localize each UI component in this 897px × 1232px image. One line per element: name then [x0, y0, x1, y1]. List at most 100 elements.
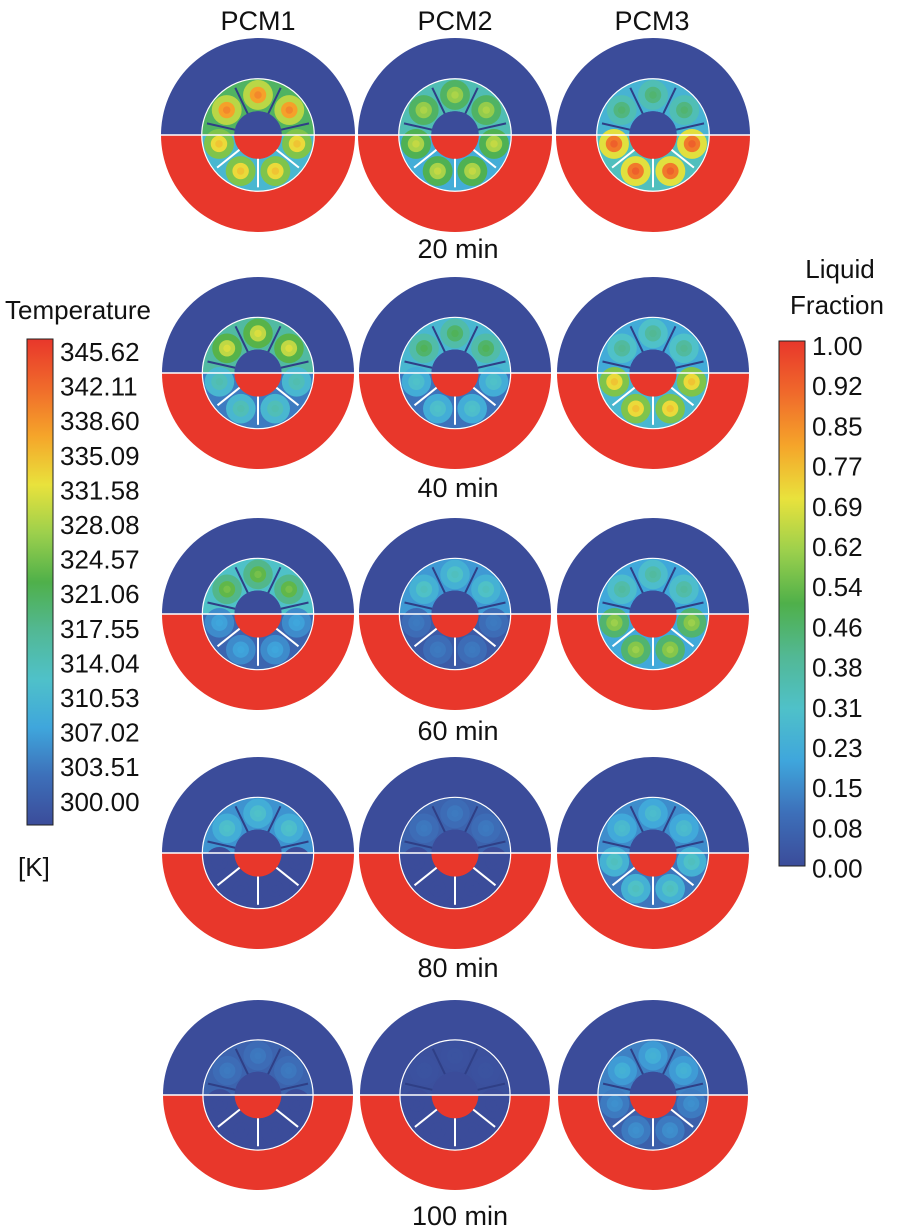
inner-tube-bottom [431, 614, 479, 638]
fin [602, 360, 631, 369]
contour-pcm1-row-4 [162, 757, 354, 949]
fin [217, 1108, 241, 1128]
contour-pcm2-row-5 [360, 1000, 550, 1190]
fin [662, 325, 677, 353]
temperature-tick: 314.04 [60, 648, 140, 678]
inner-tube-top [234, 829, 282, 853]
liquid-fraction-tick: 0.08 [812, 813, 863, 843]
liquid-fraction-title-line2: Fraction [790, 290, 884, 320]
fin [477, 122, 507, 131]
fin [431, 805, 446, 833]
fin [207, 601, 236, 610]
fin [477, 840, 506, 849]
fin [662, 1048, 677, 1075]
fin [601, 122, 631, 131]
liquid-fraction-tick: 0.69 [812, 492, 863, 522]
temperature-tick: 300.00 [60, 787, 140, 817]
inner-tube-bottom [234, 135, 282, 159]
inner-tube-bottom [629, 614, 677, 638]
inner-tube-bottom [629, 135, 677, 159]
fin [280, 1082, 309, 1091]
fin [275, 866, 300, 887]
liquid-fraction-tick: 1.00 [812, 331, 863, 361]
liquid-fraction-colorbar [778, 340, 806, 867]
fin [629, 325, 644, 353]
liquid-fraction-tick: 0.92 [812, 371, 863, 401]
fin [267, 87, 282, 115]
fin [280, 360, 309, 369]
liquid-fraction-tick: 0.62 [812, 532, 863, 562]
inner-tube-top [629, 1071, 677, 1095]
fin [675, 840, 704, 849]
fin [675, 122, 705, 131]
fin [602, 840, 631, 849]
inner-tube-bottom [234, 853, 282, 877]
fin [275, 627, 300, 648]
fin [404, 601, 433, 610]
temperature-tick-labels: 345.62 342.11 338.60 335.09 331.58 328.08 324.… [60, 337, 140, 817]
fin [629, 566, 644, 594]
contour-pcm2-row-1 [358, 38, 552, 232]
temperature-unit: [K] [18, 852, 50, 882]
contour-pcm2-row-2 [359, 277, 551, 469]
time-label-20: 20 min [417, 234, 498, 264]
liquid-fraction-tick: 0.15 [812, 773, 863, 803]
inner-tube-bottom [431, 373, 479, 397]
fin [431, 325, 446, 353]
liquid-fraction-tick: 0.38 [812, 653, 863, 683]
inner-tube-top [629, 111, 677, 135]
fin [280, 601, 309, 610]
fin [413, 149, 438, 169]
temperature-tick: 331.58 [60, 475, 140, 505]
fin [464, 1048, 479, 1075]
fin [477, 360, 506, 369]
fin [662, 805, 677, 833]
fin [234, 87, 249, 115]
fin [472, 627, 497, 648]
time-label-60: 60 min [417, 716, 498, 746]
temperature-colorbar [26, 338, 54, 826]
fin [216, 386, 241, 407]
inner-tube-top [234, 1071, 282, 1095]
liquid-fraction-tick: 0.54 [812, 572, 863, 602]
column-header-pcm2: PCM2 [417, 6, 492, 36]
liquid-fraction-tick: 0.77 [812, 452, 863, 482]
fin [216, 866, 241, 887]
fin [464, 87, 479, 115]
fin [611, 149, 636, 169]
liquid-fraction-legend: Liquid Fraction 1.00 0.92 0.85 0.77 0.69 0.62… [778, 254, 884, 884]
fin [670, 1108, 694, 1128]
inner-tube-bottom [431, 1095, 479, 1119]
inner-tube-bottom [431, 135, 479, 159]
contour-pcm3-row-5 [558, 1000, 748, 1190]
fin [234, 566, 249, 594]
fin [602, 601, 631, 610]
column-header-pcm1: PCM1 [220, 6, 295, 36]
inner-tube-top [234, 111, 282, 135]
inner-tube-bottom [234, 1095, 282, 1119]
temperature-tick: 342.11 [60, 372, 138, 402]
fin [207, 840, 236, 849]
fin [280, 840, 309, 849]
liquid-fraction-tick-labels: 1.00 0.92 0.85 0.77 0.69 0.62 0.54 0.46 0.38 0.31… [812, 331, 863, 884]
fin [267, 1048, 282, 1075]
fin [431, 1048, 446, 1075]
fin [472, 1108, 496, 1128]
temperature-tick: 338.60 [60, 406, 140, 436]
fin [275, 386, 300, 407]
inner-tube-top [431, 349, 479, 373]
time-label-100: 100 min [412, 1201, 508, 1231]
fin [472, 386, 497, 407]
contour-pcm1-row-5 [163, 1000, 353, 1190]
temperature-legend: Temperature 345.62 342.11 338.60 335.09 331.… [5, 295, 151, 882]
fin [275, 1108, 299, 1128]
inner-tube-bottom [431, 853, 479, 877]
inner-tube-top [431, 1071, 479, 1095]
fin [602, 1082, 631, 1091]
fin [670, 386, 695, 407]
fin [662, 566, 677, 594]
liquid-fraction-tick: 0.23 [812, 733, 863, 763]
fin [216, 627, 241, 648]
fin [670, 149, 695, 169]
contour-pcm1-row-3 [162, 518, 354, 710]
